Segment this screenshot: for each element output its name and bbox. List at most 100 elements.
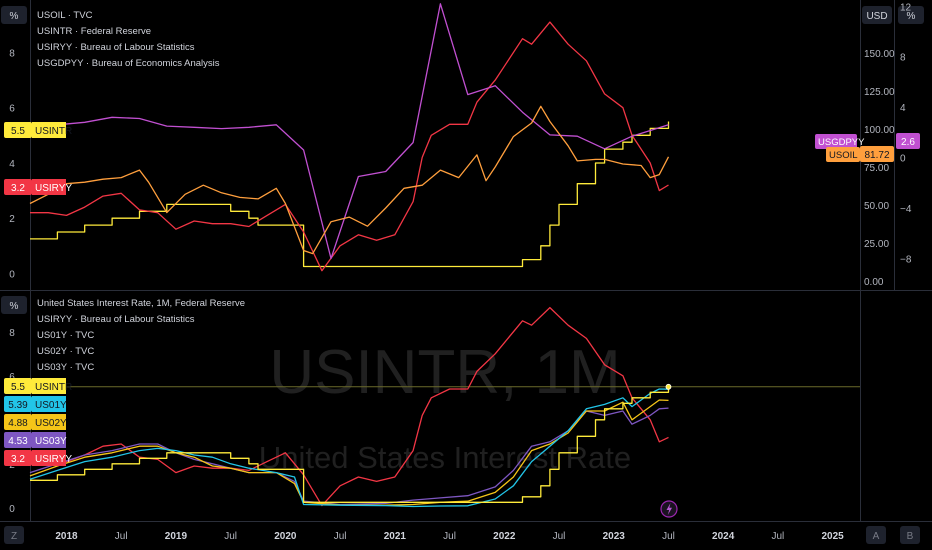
time-tick: Jul: [224, 531, 237, 542]
left-axis-tick: 8: [9, 48, 15, 59]
usd-axis-tick: 150.00: [864, 49, 895, 60]
badge-us01y: 5.39 US01Y: [4, 396, 67, 412]
badge-name: US02Y: [35, 418, 67, 429]
badge-value: 3.2: [11, 183, 25, 194]
left-axis-tick: 8: [9, 328, 15, 339]
time-tick: Jul: [443, 531, 456, 542]
b-scale-button[interactable]: B: [900, 526, 920, 544]
time-tick: 2025: [822, 531, 845, 542]
badge-value: 4.88: [8, 418, 28, 429]
time-tick: 2019: [165, 531, 188, 542]
usd-axis-tick: 75.00: [864, 163, 889, 174]
time-tick: 2023: [603, 531, 626, 542]
usd-axis-tick: 0.00: [864, 277, 884, 288]
time-axis[interactable]: 2018 Jul 2019 Jul 2020 Jul 2021 Jul 2022 Jul 2023 J…: [55, 531, 844, 542]
badge-name: USINTR: [35, 382, 72, 393]
legend-entry: USOIL · TVC: [37, 10, 93, 21]
legends: USOIL · TVC USINTR · Federal Reserve USIRY…: [37, 10, 245, 373]
right-axis-tick: 12: [900, 2, 912, 13]
badge-name: USOIL: [829, 150, 858, 161]
time-tick: Jul: [772, 531, 785, 542]
top-pane-axes: 0 2 4 6 8 0.00 25.00 50.00 75.00 100.00 125.00 150.…: [9, 2, 912, 288]
badge-value: 4.53: [8, 436, 28, 447]
badge-name: US03Y: [35, 436, 67, 447]
badge-usiryy: 3.2 USIRYY: [4, 450, 72, 466]
usd-currency-button[interactable]: USD: [862, 6, 892, 24]
badge-us03y: 4.53 US03Y: [4, 432, 67, 448]
usd-axis-tick: 100.00: [864, 125, 895, 136]
left-axis-tick: 0: [9, 504, 15, 515]
legend-entry: USIRYY · Bureau of Labour Statistics: [37, 314, 195, 325]
right-axis-tick: −8: [900, 254, 912, 265]
bottom-pane-series: [29, 306, 672, 508]
bottom-left-unit-label: %: [10, 301, 19, 312]
top-right-unit-label: %: [907, 11, 916, 22]
legend-entry: US02Y · TVC: [37, 346, 94, 357]
right-axis-tick: −4: [900, 204, 912, 215]
time-tick: 2020: [274, 531, 297, 542]
time-tick: 2021: [384, 531, 407, 542]
legend-entry: USIRYY · Bureau of Labour Statistics: [37, 42, 195, 53]
badge-name: USIRYY: [35, 454, 72, 465]
legend-entry: US01Y · TVC: [37, 330, 94, 341]
top-left-unit-button[interactable]: %: [1, 6, 27, 24]
series-line-usintr: [30, 121, 670, 268]
watermark-description: United States Interest Rate: [259, 440, 631, 475]
series-line-usintr: [30, 386, 670, 503]
legend-entry: United States Interest Rate, 1M, Federal…: [37, 298, 245, 309]
usd-axis-tick: 125.00: [864, 87, 895, 98]
bottom-left-unit-button[interactable]: %: [1, 296, 27, 314]
time-tick: Jul: [334, 531, 347, 542]
time-tick: 2022: [493, 531, 516, 542]
legend-entry: USINTR · Federal Reserve: [37, 26, 151, 37]
value-badges: 5.5 USINTR 3.2 USIRYY USGDPYY 2.6 USOIL 81.72 5.…: [4, 122, 920, 466]
watermark-symbol: USINTR, 1M: [269, 338, 620, 407]
time-tick: Jul: [115, 531, 128, 542]
left-axis-tick: 2: [9, 214, 15, 225]
badge-usgdpyy: USGDPYY 2.6: [815, 133, 920, 149]
auto-scale-button[interactable]: A: [866, 526, 886, 544]
series-line-usoil: [29, 105, 670, 255]
top-left-unit-label: %: [10, 11, 19, 22]
usd-axis-tick: 25.00: [864, 239, 889, 250]
series-line-usgdpyy: [29, 3, 669, 260]
legend-entry: USGDPYY · Bureau of Economics Analysis: [37, 58, 220, 69]
time-tick: Jul: [662, 531, 675, 542]
badge-value: 3.2: [11, 454, 25, 465]
badge-value: 81.72: [864, 150, 889, 161]
left-axis-tick: 4: [9, 159, 15, 170]
left-axis-tick: 0: [9, 269, 15, 280]
badge-name: USIRYY: [35, 183, 72, 194]
badge-usintr: 5.5 USINTR: [4, 378, 72, 394]
right-axis-tick: 0: [900, 154, 906, 165]
top-pane-series: [29, 3, 670, 272]
badge-us02y: 4.88 US02Y: [4, 414, 67, 430]
series-line-us01y: [29, 388, 669, 508]
time-tick: 2024: [712, 531, 735, 542]
left-axis-tick: 6: [9, 104, 15, 115]
badge-name: USGDPYY: [818, 137, 865, 148]
last-point-marker: [665, 383, 672, 390]
lightning-icon[interactable]: [660, 500, 678, 518]
goto-date-button[interactable]: Z: [4, 526, 24, 544]
badge-usiryy: 3.2 USIRYY: [4, 179, 72, 195]
usd-currency-label: USD: [866, 11, 887, 22]
badge-name: USINTR: [35, 126, 72, 137]
badge-usoil: USOIL 81.72: [826, 146, 894, 162]
badge-value: 5.5: [11, 126, 25, 137]
goto-date-label: Z: [11, 531, 17, 542]
top-right-unit-button[interactable]: %: [898, 6, 924, 24]
badge-value: 5.39: [8, 400, 28, 411]
right-axis-tick: 8: [900, 53, 906, 64]
legend-entry: US03Y · TVC: [37, 362, 94, 373]
left-axis-tick: 6: [9, 372, 15, 383]
time-tick: 2018: [55, 531, 78, 542]
series-line-usiryy: [30, 21, 669, 272]
auto-scale-label: A: [873, 531, 880, 542]
badge-name: US01Y: [35, 400, 67, 411]
right-axis-tick: 4: [900, 103, 906, 114]
badge-value: 5.5: [11, 382, 25, 393]
b-scale-label: B: [907, 531, 914, 542]
usd-axis-tick: 50.00: [864, 201, 889, 212]
